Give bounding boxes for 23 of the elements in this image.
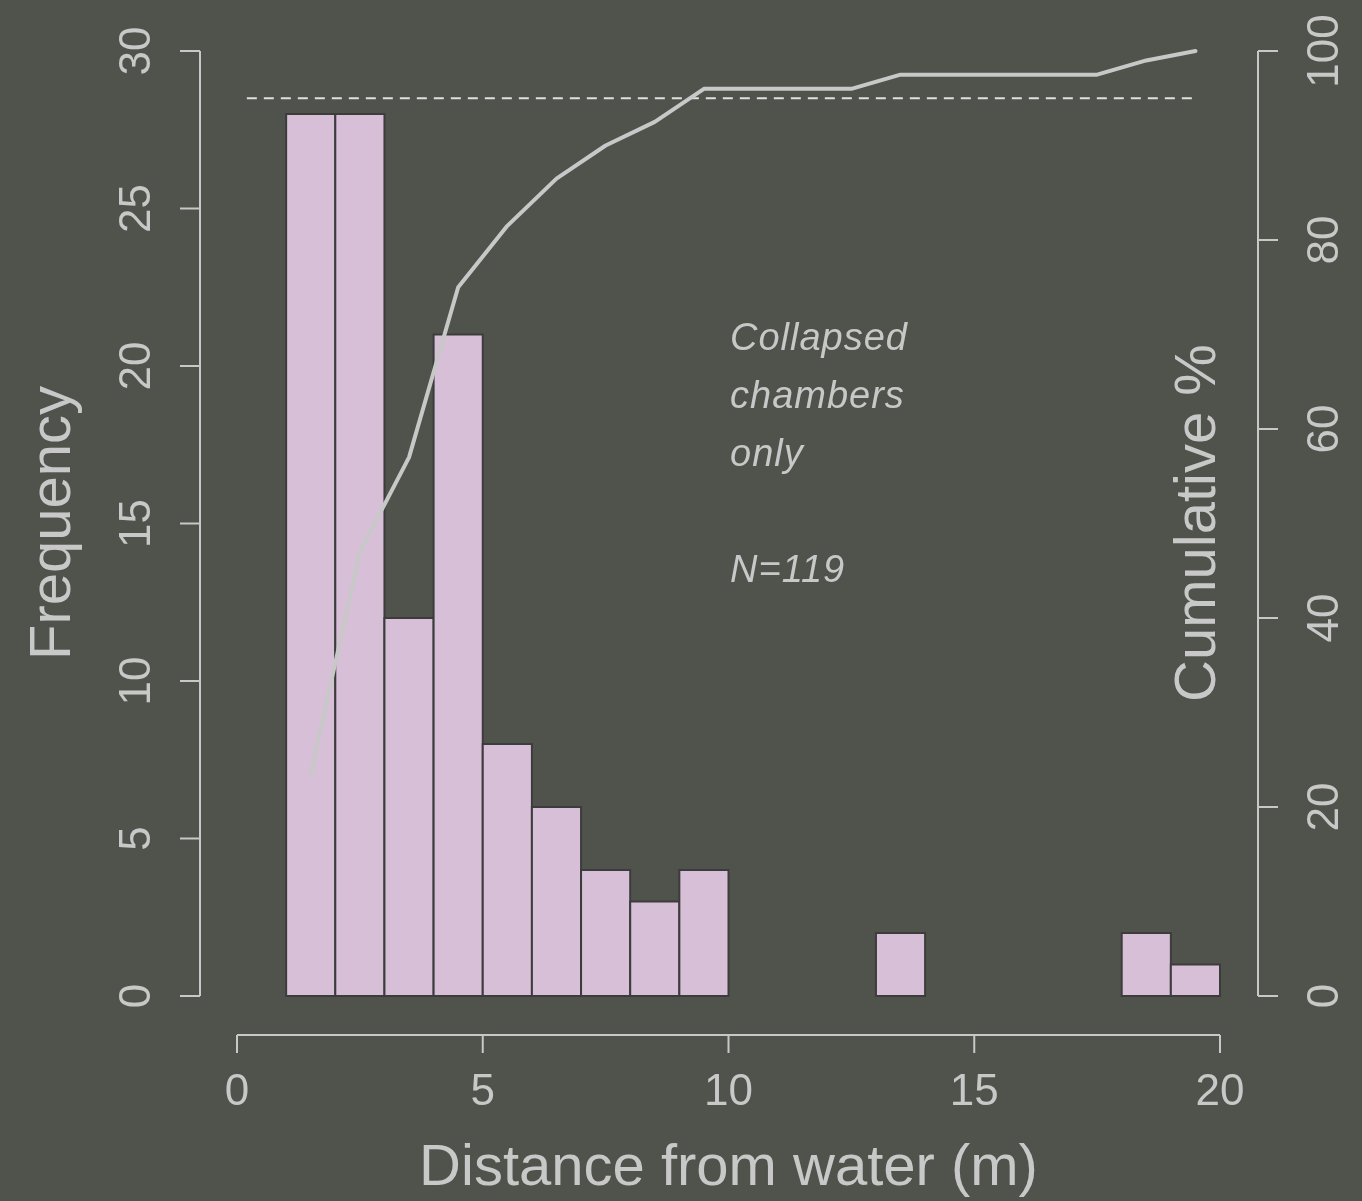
x-tick-label: 10 [704,1065,753,1114]
y2-axis-title: Cumulative % [1162,344,1227,702]
annotation: Collapsed chambers only [730,316,909,474]
x-tick-label: 20 [1195,1065,1245,1114]
y-axis-title: Frequency [17,385,82,661]
y2-tick-label: 20 [1298,782,1348,832]
annotation: N=119 [730,548,846,590]
x-axis-title: Distance from water (m) [419,1132,1038,1197]
y2-tick-label: 40 [1298,593,1348,643]
y-tick-label: 5 [110,826,160,851]
y2-tick-label: 0 [1298,983,1348,1009]
y-tick-label: 15 [110,499,160,548]
x-tick-label: 5 [470,1065,495,1114]
y2-tick-label: 100 [1298,14,1348,88]
x-tick-label: 0 [224,1065,250,1114]
y2-tick-label: 80 [1298,215,1348,265]
y-tick-label: 20 [110,341,160,391]
y-tick-label: 0 [110,983,160,1009]
y2-tick-label: 60 [1298,404,1348,454]
y-tick-label: 25 [110,184,160,233]
y-tick-label: 30 [110,26,160,76]
x-tick-label: 15 [949,1065,999,1114]
y-tick-label: 10 [110,656,160,706]
